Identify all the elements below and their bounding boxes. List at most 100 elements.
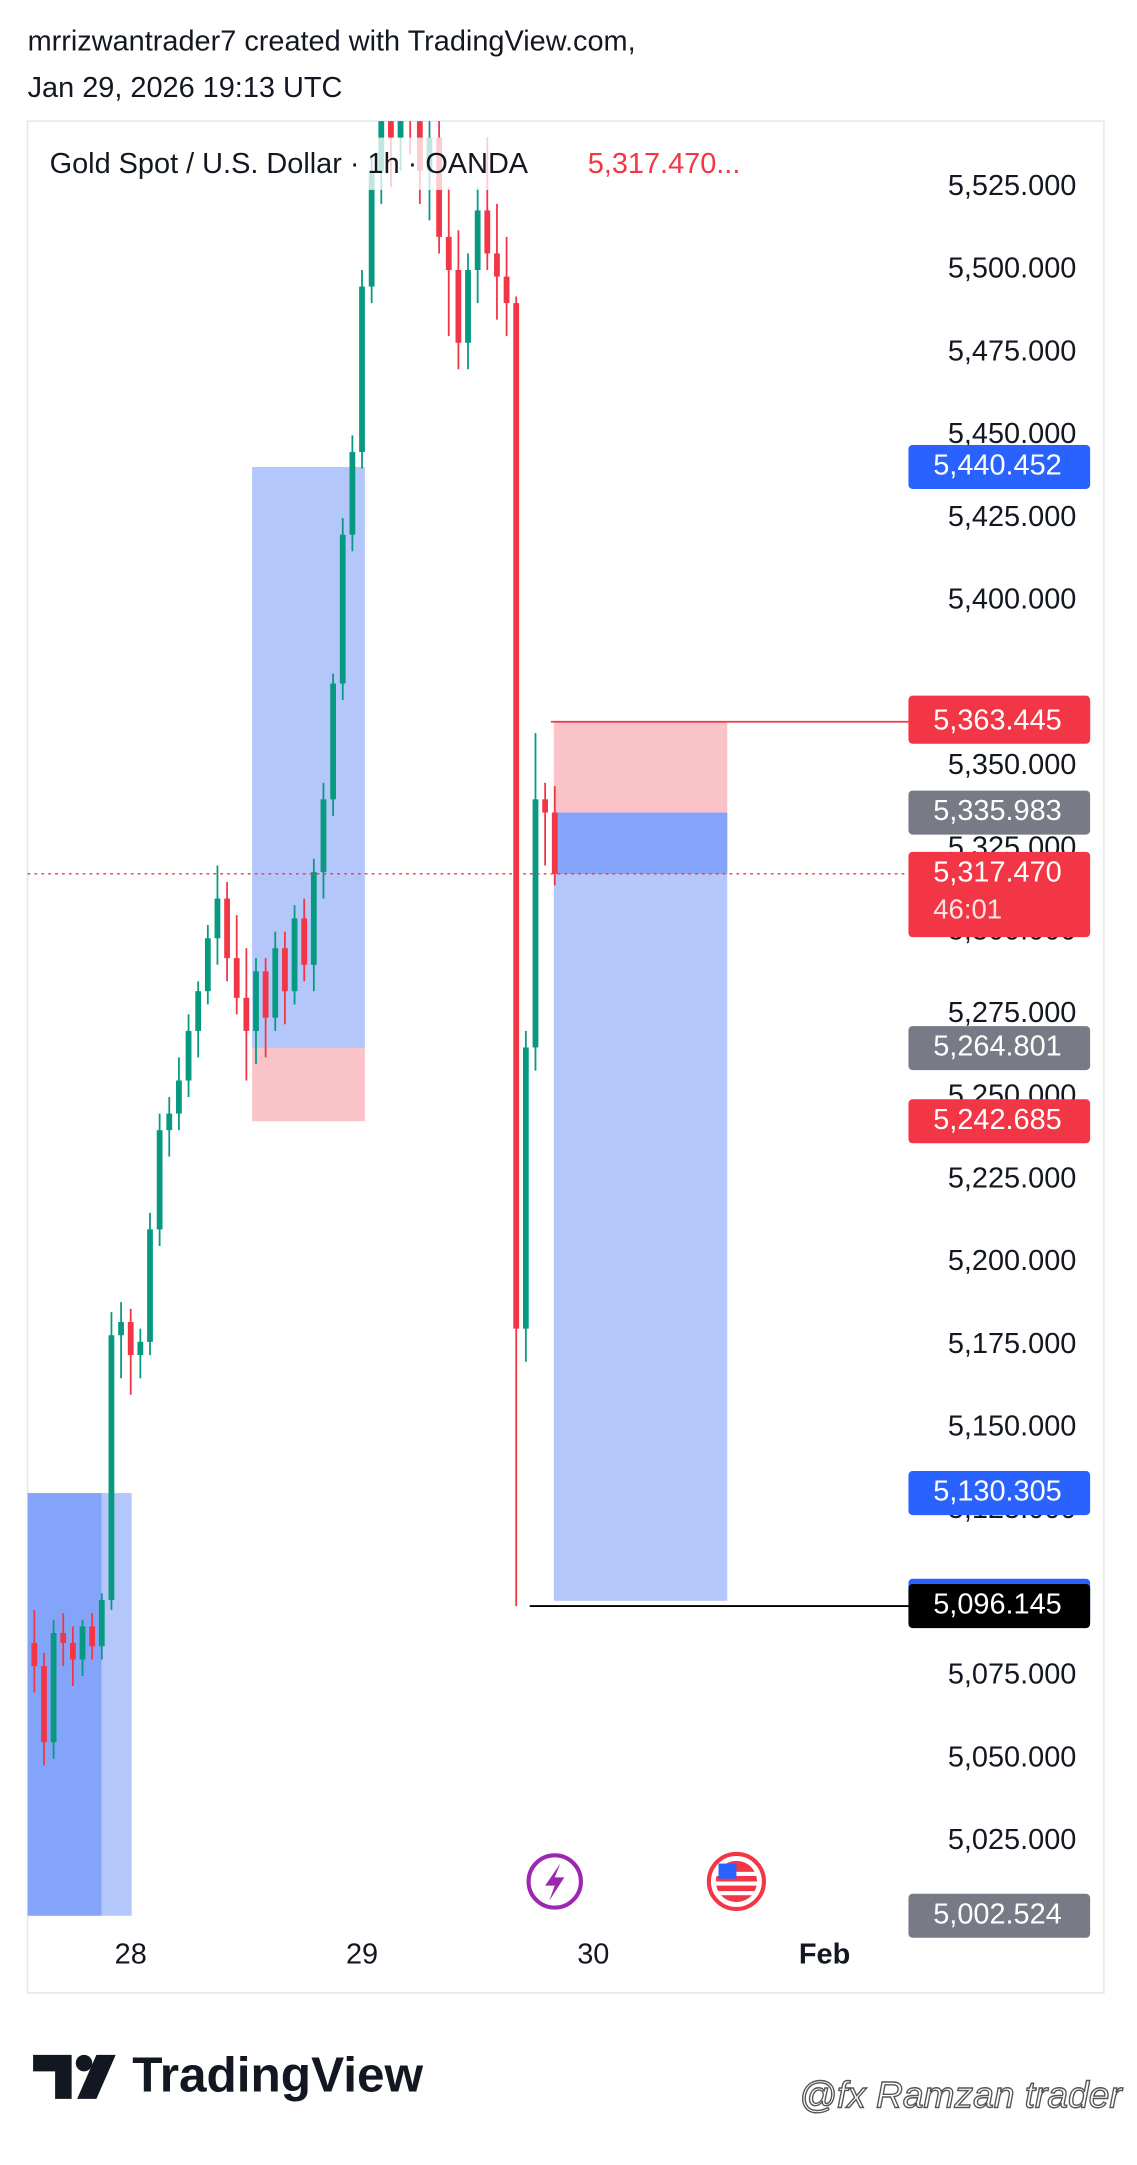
- price-tag-label: 5,335.983: [933, 795, 1062, 827]
- price-tag: [908, 851, 1091, 938]
- candle-body: [156, 1130, 163, 1230]
- price-tag: [908, 1099, 1091, 1144]
- legend-bg: [38, 137, 762, 190]
- candle-body: [50, 1633, 57, 1743]
- position-zone: [27, 1493, 102, 1916]
- event-icon-us-flag[interactable]: [706, 1851, 767, 1912]
- candle-body: [253, 971, 259, 1031]
- candle-body: [474, 210, 481, 270]
- candle-body: [31, 1642, 38, 1667]
- candle-body: [79, 1626, 86, 1660]
- position-zone: [553, 812, 728, 874]
- candle-body: [532, 799, 539, 1048]
- y-tick-label: 5,350.000: [948, 749, 1077, 781]
- candle-body: [137, 1341, 144, 1356]
- price-tag-label: 5,440.452: [933, 450, 1062, 482]
- candle-body: [455, 269, 462, 343]
- candle-body: [513, 303, 520, 1329]
- candle-body: [484, 210, 491, 254]
- candle-body: [204, 938, 211, 992]
- y-tick-label: 5,450.000: [948, 418, 1077, 450]
- candle-body: [349, 451, 356, 535]
- candle-body: [69, 1642, 76, 1660]
- price-tag-label: 5,242.685: [933, 1104, 1062, 1136]
- x-tick-label: 30: [577, 1938, 609, 1970]
- price-tag: [908, 1471, 1091, 1516]
- candle-body: [494, 253, 500, 277]
- position-zone: [553, 721, 728, 813]
- price-tag-label: 5,130.305: [933, 1476, 1062, 1508]
- candle-body: [127, 1322, 134, 1356]
- candle-body: [388, 121, 394, 138]
- candle-body: [89, 1626, 96, 1647]
- x-tick-label: 29: [346, 1938, 378, 1970]
- price-tag: [908, 790, 1091, 835]
- y-tick-label: 5,175.000: [948, 1328, 1077, 1360]
- watermark: @fx Ramzan trader: [799, 2073, 1123, 2115]
- candle-body: [359, 286, 365, 452]
- y-tick-label: 5,400.000: [948, 583, 1077, 615]
- position-zone: [101, 1493, 132, 1916]
- candle-body: [320, 799, 327, 873]
- candle-body: [551, 812, 558, 874]
- candle-body: [118, 1322, 124, 1336]
- price-tag-label: 5,002.524: [933, 1898, 1062, 1930]
- plot-area: [27, 121, 728, 1916]
- y-tick-label: 5,475.000: [948, 335, 1077, 367]
- candle-body: [147, 1229, 153, 1342]
- event-icon-lightning[interactable]: [526, 1853, 583, 1910]
- price-tag: [908, 1026, 1091, 1071]
- y-tick-label: 5,050.000: [948, 1741, 1077, 1773]
- y-tick-label: 5,425.000: [948, 501, 1077, 533]
- candle-body: [98, 1599, 105, 1647]
- x-tick-label: 28: [115, 1938, 147, 1970]
- price-tag-label: 5,363.445: [933, 704, 1062, 736]
- candle-body: [407, 121, 414, 122]
- candle-body: [339, 534, 346, 684]
- symbol-title: Gold Spot / U.S. Dollar · 1h · OANDA: [50, 148, 529, 180]
- x-tick-label: Feb: [799, 1938, 850, 1970]
- candle-body: [166, 1113, 173, 1131]
- candle-body: [445, 236, 452, 270]
- timestamp: Jan 29, 2026 19:13 UTC: [28, 72, 343, 104]
- y-tick-label: 5,225.000: [948, 1162, 1077, 1194]
- attribution: mrrizwantrader7 created with TradingView…: [28, 25, 636, 57]
- price-tags: 5,440.4525,364.6715,363.4455,335.9835,31…: [908, 444, 1091, 1938]
- candle-body: [272, 948, 279, 1018]
- price-tag: [908, 699, 1091, 744]
- y-tick-label: 5,500.000: [948, 253, 1077, 285]
- position-zone: [553, 812, 728, 1601]
- candle-body: [214, 898, 221, 939]
- candle-body: [185, 1030, 192, 1081]
- price-tag: [908, 444, 1091, 490]
- candle-body: [465, 269, 471, 343]
- candle-body: [310, 872, 317, 965]
- candle-body: [41, 1666, 47, 1743]
- y-tick-label: 5,075.000: [948, 1659, 1077, 1691]
- y-tick-label: 5,200.000: [948, 1245, 1077, 1277]
- price-tag: [908, 1893, 1091, 1938]
- candle-body: [243, 997, 250, 1031]
- candle-body: [233, 958, 240, 998]
- position-zone: [252, 1048, 365, 1122]
- countdown: 46:01: [933, 893, 1002, 924]
- tradingview-logo: [33, 2054, 116, 2099]
- y-tick-label: 5,025.000: [948, 1824, 1077, 1856]
- candle-body: [503, 276, 510, 304]
- candle-body: [522, 1047, 529, 1329]
- candle-body: [330, 683, 336, 800]
- candle-body: [291, 918, 298, 992]
- position-zone: [252, 466, 365, 1049]
- candle-body: [262, 971, 269, 1018]
- candle-body: [60, 1633, 67, 1643]
- candle-body: [368, 170, 375, 287]
- candle-body: [397, 121, 404, 138]
- price-tag-label: 5,317.470: [933, 856, 1062, 888]
- candle-body: [176, 1080, 182, 1114]
- candle-body: [542, 799, 549, 813]
- y-tick-label: 5,150.000: [948, 1411, 1077, 1443]
- candle-body: [224, 898, 230, 959]
- y-tick-label: 5,525.000: [948, 170, 1077, 202]
- price-tag: [908, 1584, 1091, 1629]
